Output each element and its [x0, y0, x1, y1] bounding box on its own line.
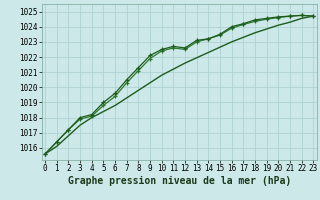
- X-axis label: Graphe pression niveau de la mer (hPa): Graphe pression niveau de la mer (hPa): [68, 176, 291, 186]
